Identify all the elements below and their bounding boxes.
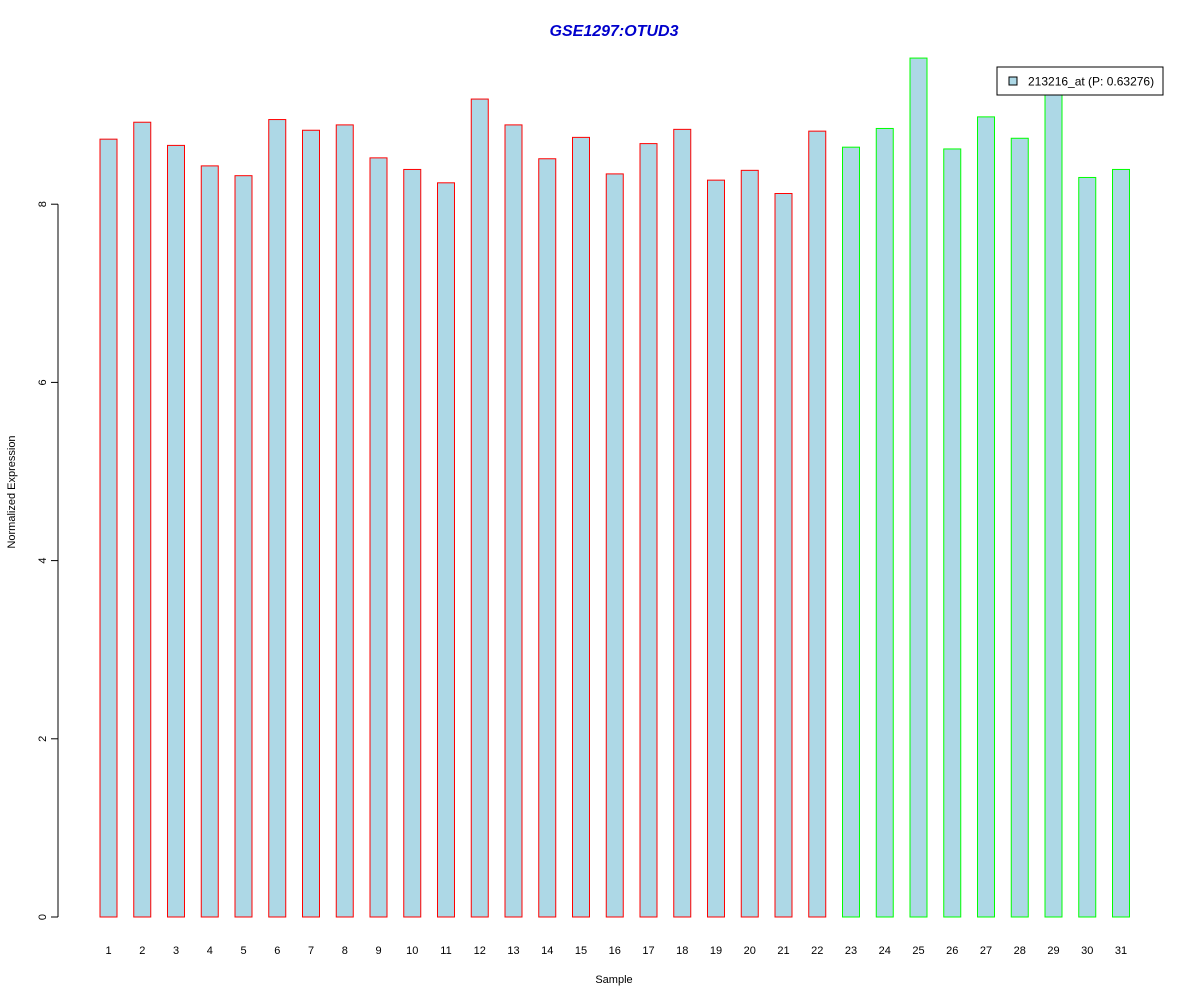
bar xyxy=(977,116,995,918)
x-tick-label: 29 xyxy=(1047,945,1059,957)
x-tick-label: 8 xyxy=(342,945,348,957)
bar xyxy=(707,179,725,918)
bar xyxy=(740,169,759,918)
x-tick-label: 12 xyxy=(474,945,486,957)
x-tick-label: 25 xyxy=(912,945,924,957)
x-tick-label: 3 xyxy=(173,945,179,957)
y-tick-label: 8 xyxy=(37,201,49,207)
x-tick-label: 1 xyxy=(105,945,111,957)
bar xyxy=(302,129,320,918)
x-tick-label: 26 xyxy=(946,945,958,957)
x-tick-label: 16 xyxy=(609,945,621,957)
x-tick-label: 30 xyxy=(1081,945,1093,957)
bar xyxy=(268,119,287,918)
x-tick-label: 17 xyxy=(642,945,654,957)
bar xyxy=(1112,168,1130,918)
bar xyxy=(99,138,118,918)
x-tick-label: 28 xyxy=(1014,945,1026,957)
bar xyxy=(1044,91,1063,918)
x-axis-label: Sample xyxy=(595,974,632,986)
chart-title: GSE1297:OTUD3 xyxy=(550,23,679,40)
bar xyxy=(943,148,962,918)
x-tick-label: 9 xyxy=(375,945,381,957)
y-tick-label: 2 xyxy=(37,736,49,742)
legend-swatch xyxy=(1008,76,1018,86)
legend: 213216_at (P: 0.63276) xyxy=(996,66,1164,96)
x-tick-label: 19 xyxy=(710,945,722,957)
bar xyxy=(605,173,624,918)
x-tick-label: 18 xyxy=(676,945,688,957)
bar xyxy=(504,124,523,918)
bar xyxy=(470,98,489,918)
bar xyxy=(335,124,354,918)
x-tick-label: 4 xyxy=(207,945,213,957)
legend-box xyxy=(996,66,1164,96)
y-tick-label: 0 xyxy=(37,914,49,920)
x-tick-label: 2 xyxy=(139,945,145,957)
bar xyxy=(909,57,928,918)
y-tick-label: 6 xyxy=(37,379,49,385)
bar xyxy=(167,144,185,918)
bar xyxy=(437,182,455,918)
bar xyxy=(369,157,388,918)
x-tick-label: 13 xyxy=(507,945,519,957)
x-tick-label: 22 xyxy=(811,945,823,957)
x-tick-label: 7 xyxy=(308,945,314,957)
bar xyxy=(808,130,827,918)
bar xyxy=(133,121,152,918)
x-tick-label: 24 xyxy=(879,945,891,957)
y-tick-label: 4 xyxy=(37,558,49,564)
bar xyxy=(673,128,692,918)
bar xyxy=(403,168,422,918)
x-tick-label: 21 xyxy=(777,945,789,957)
x-tick-label: 23 xyxy=(845,945,857,957)
x-tick-labels: 1 2 3 4 5 6 7 8 9 10 11 12 13 14 15 16 17 18 19 20 21 22 23 24 2… xyxy=(105,945,1127,957)
bar xyxy=(774,193,793,918)
bar xyxy=(234,175,253,918)
bar xyxy=(1010,137,1029,918)
bar xyxy=(538,158,557,918)
legend-label: 213216_at (P: 0.63276) xyxy=(1028,75,1154,89)
x-tick-label: 5 xyxy=(240,945,246,957)
bar xyxy=(875,127,894,918)
y-axis: 0 2 4 6 8 xyxy=(37,201,59,920)
x-tick-label: 6 xyxy=(274,945,280,957)
bar xyxy=(200,165,219,918)
x-tick-label: 15 xyxy=(575,945,587,957)
bar xyxy=(842,146,860,918)
bar xyxy=(1078,176,1097,918)
bar xyxy=(639,143,658,918)
bar xyxy=(572,136,590,918)
y-axis-label: Normalized Expression xyxy=(6,435,18,548)
x-tick-label: 11 xyxy=(440,945,451,957)
x-tick-label: 31 xyxy=(1115,945,1127,957)
x-tick-label: 20 xyxy=(744,945,756,957)
bars xyxy=(99,57,1130,918)
x-tick-label: 27 xyxy=(980,945,992,957)
x-tick-label: 14 xyxy=(541,945,553,957)
x-tick-label: 10 xyxy=(406,945,418,957)
